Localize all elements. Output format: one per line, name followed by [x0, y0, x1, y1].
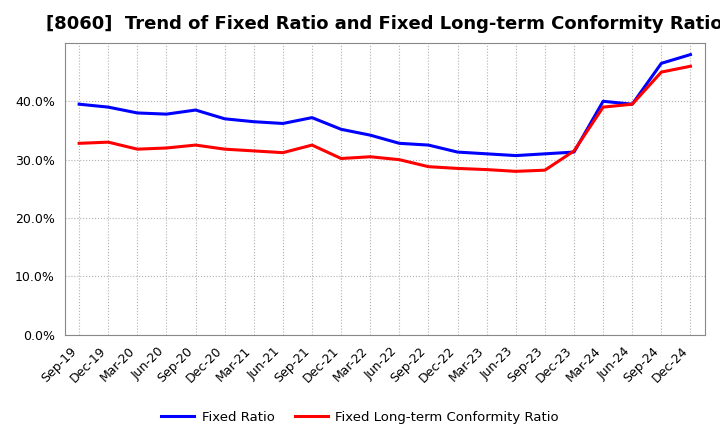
- Line: Fixed Long-term Conformity Ratio: Fixed Long-term Conformity Ratio: [79, 66, 690, 171]
- Fixed Long-term Conformity Ratio: [395, 157, 404, 162]
- Fixed Ratio: [482, 151, 491, 157]
- Fixed Ratio: [133, 110, 142, 116]
- Fixed Long-term Conformity Ratio: [133, 147, 142, 152]
- Fixed Long-term Conformity Ratio: [628, 102, 636, 107]
- Fixed Long-term Conformity Ratio: [511, 169, 520, 174]
- Fixed Long-term Conformity Ratio: [541, 168, 549, 173]
- Fixed Ratio: [75, 102, 84, 107]
- Fixed Long-term Conformity Ratio: [104, 139, 112, 145]
- Fixed Ratio: [337, 127, 346, 132]
- Fixed Long-term Conformity Ratio: [250, 148, 258, 154]
- Fixed Ratio: [628, 102, 636, 107]
- Legend: Fixed Ratio, Fixed Long-term Conformity Ratio: Fixed Ratio, Fixed Long-term Conformity …: [156, 405, 564, 429]
- Fixed Ratio: [192, 107, 200, 113]
- Fixed Ratio: [250, 119, 258, 125]
- Fixed Ratio: [570, 150, 578, 155]
- Fixed Long-term Conformity Ratio: [599, 104, 608, 110]
- Line: Fixed Ratio: Fixed Ratio: [79, 55, 690, 156]
- Fixed Ratio: [307, 115, 316, 120]
- Fixed Long-term Conformity Ratio: [686, 64, 695, 69]
- Fixed Ratio: [657, 61, 666, 66]
- Fixed Ratio: [104, 104, 112, 110]
- Fixed Ratio: [424, 143, 433, 148]
- Fixed Long-term Conformity Ratio: [424, 164, 433, 169]
- Fixed Long-term Conformity Ratio: [279, 150, 287, 155]
- Fixed Long-term Conformity Ratio: [454, 166, 462, 171]
- Fixed Ratio: [220, 116, 229, 121]
- Fixed Long-term Conformity Ratio: [192, 143, 200, 148]
- Fixed Long-term Conformity Ratio: [337, 156, 346, 161]
- Fixed Long-term Conformity Ratio: [162, 145, 171, 150]
- Title: [8060]  Trend of Fixed Ratio and Fixed Long-term Conformity Ratio: [8060] Trend of Fixed Ratio and Fixed Lo…: [47, 15, 720, 33]
- Fixed Long-term Conformity Ratio: [307, 143, 316, 148]
- Fixed Ratio: [541, 151, 549, 157]
- Fixed Ratio: [162, 111, 171, 117]
- Fixed Ratio: [395, 141, 404, 146]
- Fixed Ratio: [599, 99, 608, 104]
- Fixed Long-term Conformity Ratio: [657, 70, 666, 75]
- Fixed Long-term Conformity Ratio: [482, 167, 491, 172]
- Fixed Ratio: [686, 52, 695, 57]
- Fixed Ratio: [366, 132, 374, 138]
- Fixed Ratio: [279, 121, 287, 126]
- Fixed Long-term Conformity Ratio: [75, 141, 84, 146]
- Fixed Long-term Conformity Ratio: [220, 147, 229, 152]
- Fixed Long-term Conformity Ratio: [366, 154, 374, 159]
- Fixed Ratio: [511, 153, 520, 158]
- Fixed Ratio: [454, 150, 462, 155]
- Fixed Long-term Conformity Ratio: [570, 148, 578, 154]
